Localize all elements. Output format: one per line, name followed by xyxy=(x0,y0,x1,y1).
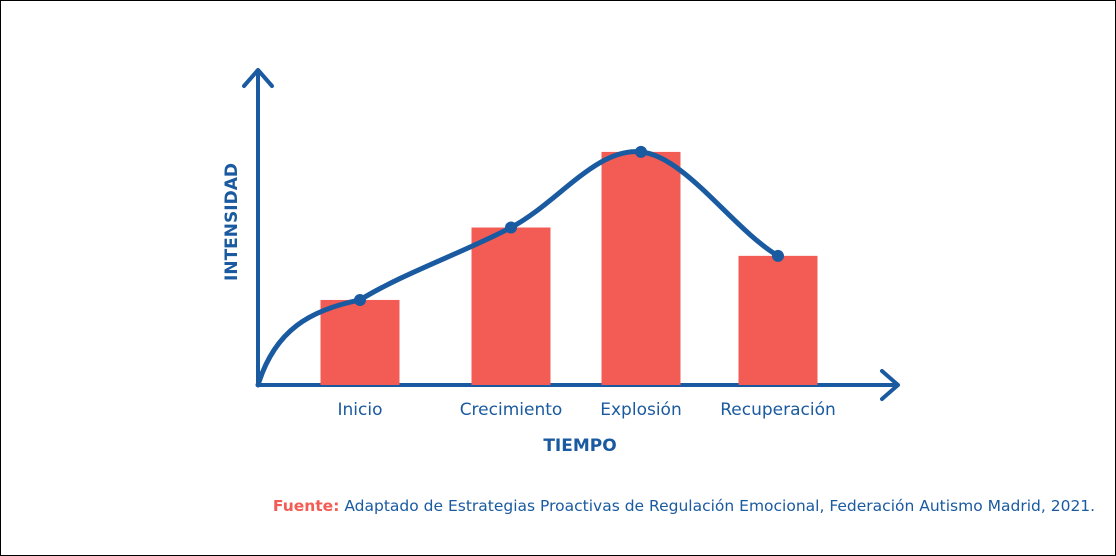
x-axis-label: TIEMPO xyxy=(543,436,616,456)
bar xyxy=(738,255,818,385)
source: Fuente: Adaptado de Estrategias Proactiv… xyxy=(273,497,1095,515)
source-text: Adaptado de Estrategias Proactivas de Re… xyxy=(344,497,1095,515)
bar xyxy=(320,299,400,385)
bar xyxy=(471,227,551,385)
curve xyxy=(357,149,781,303)
x-tick-label: Recuperación xyxy=(720,400,836,420)
y-axis-label: INTENSIDAD xyxy=(222,163,242,281)
x-tick-label: Crecimiento xyxy=(460,400,563,420)
curve-point xyxy=(505,221,517,234)
source-label: Fuente: xyxy=(273,497,340,515)
x-tick-label: Explosión xyxy=(600,400,681,420)
x-tick-label: Inicio xyxy=(338,400,383,420)
curve-start xyxy=(255,297,363,388)
curve-point xyxy=(354,293,366,306)
y-arrow xyxy=(242,68,274,88)
curve-point xyxy=(772,249,784,262)
bar xyxy=(601,151,681,385)
curve-point xyxy=(635,145,647,158)
x-arrow xyxy=(880,369,900,401)
